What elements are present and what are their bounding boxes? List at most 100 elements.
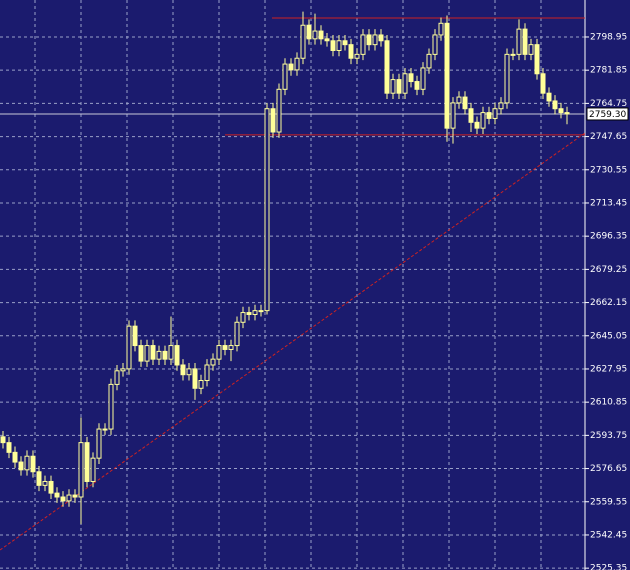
candle-body: [156, 350, 162, 360]
y-tick-label: 2593.75: [590, 431, 627, 441]
candle-body: [234, 321, 240, 347]
candle-body: [114, 370, 120, 385]
candle-body: [468, 108, 474, 123]
candle-body: [258, 310, 264, 313]
y-tick-label: 2542.45: [590, 530, 627, 540]
candle-body: [288, 63, 294, 71]
price-label: 2759.30: [589, 110, 626, 120]
candle-body: [330, 40, 336, 51]
y-tick-label: 2627.95: [590, 364, 627, 374]
candle-body: [552, 100, 558, 110]
y-tick-label: 2798.95: [590, 32, 627, 42]
candle-body: [60, 496, 66, 502]
candle-body: [192, 368, 198, 389]
candle-body: [318, 30, 324, 40]
candle-body: [102, 428, 108, 431]
candle-body: [162, 350, 168, 360]
candle-body: [198, 380, 204, 389]
candle-body: [516, 28, 522, 55]
candle-body: [186, 368, 192, 376]
candle-body: [342, 40, 348, 46]
y-tick-label: 2679.25: [590, 265, 627, 275]
candle-body: [360, 34, 366, 55]
candle-body: [522, 28, 528, 55]
candle-body: [534, 44, 540, 75]
candle-body: [24, 455, 30, 471]
candle-body: [324, 38, 330, 42]
candle-body: [42, 480, 48, 486]
y-tick-label: 2713.45: [590, 198, 627, 208]
candle-body: [18, 461, 24, 471]
candle-body: [36, 471, 42, 486]
candle-body: [174, 345, 180, 366]
y-tick-label: 2730.55: [590, 165, 627, 175]
candle-body: [216, 345, 222, 360]
candle-body: [426, 53, 432, 69]
candle-body: [474, 121, 480, 129]
candle-body: [510, 53, 516, 56]
candle-body: [372, 34, 378, 46]
candle-body: [396, 79, 402, 94]
candle-body: [558, 108, 564, 114]
candle-body: [6, 442, 12, 453]
candle-body: [456, 96, 462, 104]
candle-body: [504, 53, 510, 104]
candle-body: [276, 88, 282, 133]
candle-body: [438, 22, 444, 36]
candle-body: [378, 34, 384, 42]
candle-body: [492, 108, 498, 119]
candle-body: [222, 345, 228, 350]
candle-body: [210, 358, 216, 366]
candle-body: [228, 345, 234, 350]
candle-body: [168, 345, 174, 360]
candle-body: [66, 494, 72, 502]
candle-body: [312, 30, 318, 40]
candle-body: [72, 494, 78, 498]
candle-body: [390, 79, 396, 94]
candle-body: [384, 40, 390, 94]
candle-body: [252, 310, 258, 316]
y-tick-label: 2525.35: [590, 564, 627, 570]
candle-body: [108, 383, 114, 430]
candle-body: [264, 108, 270, 312]
candle-body: [414, 81, 420, 90]
candle-body: [204, 364, 210, 382]
y-tick-label: 2576.65: [590, 464, 627, 474]
candle-body: [96, 428, 102, 459]
candle-body: [528, 44, 534, 55]
y-tick-label: 2559.55: [590, 497, 627, 507]
candle-body: [126, 325, 132, 370]
candle-body: [294, 57, 300, 71]
candle-body: [420, 67, 426, 90]
candle-body: [180, 364, 186, 376]
candle-body: [366, 34, 372, 46]
candle-body: [12, 451, 18, 463]
candle-body: [444, 22, 450, 129]
candle-body: [408, 73, 414, 83]
candle-body: [540, 73, 546, 94]
candle-body: [132, 325, 138, 347]
candle-body: [462, 96, 468, 110]
candle-body: [90, 457, 96, 482]
candle-body: [480, 112, 486, 129]
candle-body: [402, 73, 408, 94]
candle-body: [78, 442, 84, 498]
y-tick-label: 2696.35: [590, 232, 627, 242]
candle-body: [546, 92, 552, 102]
y-tick-label: 2662.15: [590, 298, 627, 308]
candle-body: [270, 108, 276, 133]
candle-body: [336, 40, 342, 51]
price-box: [586, 107, 629, 121]
candle-body: [54, 492, 60, 498]
candle-body: [486, 112, 492, 119]
candle-body: [432, 34, 438, 55]
candle-body: [498, 102, 504, 110]
candle-body: [306, 24, 312, 40]
candle-body: [282, 63, 288, 90]
candle-body: [0, 436, 6, 444]
y-tick-label: 2747.65: [590, 132, 627, 142]
candle-body: [48, 480, 54, 494]
